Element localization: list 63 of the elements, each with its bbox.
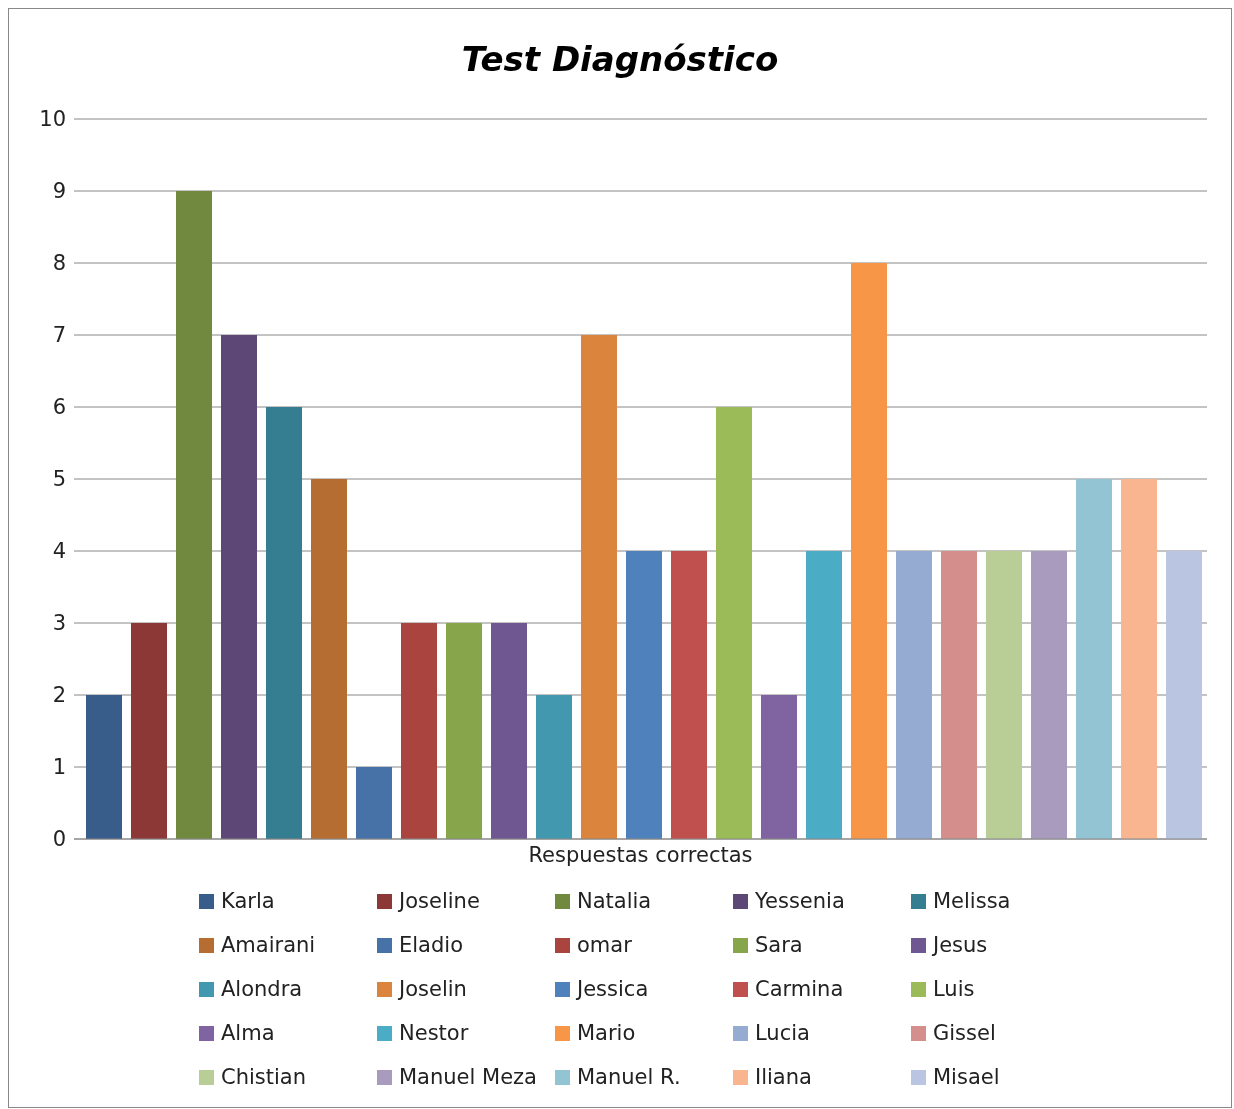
bar <box>491 623 527 839</box>
bar <box>1121 479 1157 839</box>
legend-label: Iliana <box>755 1065 812 1089</box>
bar <box>1166 551 1202 839</box>
y-tick-label: 10 <box>39 107 66 132</box>
bar <box>1076 479 1112 839</box>
bar <box>761 695 797 839</box>
legend-label: Carmina <box>755 977 844 1001</box>
legend-label: Eladio <box>399 933 463 957</box>
legend-label: Yessenia <box>755 889 845 913</box>
y-tick-label: 3 <box>52 611 66 636</box>
bar <box>626 551 662 839</box>
bar <box>176 191 212 839</box>
legend-label: Jessica <box>577 977 649 1001</box>
legend-label: Melissa <box>933 889 1011 913</box>
legend-label: Manuel Meza <box>399 1065 537 1089</box>
legend-label: Alondra <box>221 977 303 1001</box>
bar <box>536 695 572 839</box>
bar <box>266 407 302 839</box>
y-tick-label: 7 <box>52 323 66 348</box>
bar <box>941 551 977 839</box>
y-tick-label: 2 <box>52 683 66 708</box>
y-tick-label: 8 <box>52 251 66 276</box>
bar <box>221 335 257 839</box>
bar <box>851 263 887 839</box>
legend-label: Karla <box>221 889 275 913</box>
legend-label: omar <box>577 933 632 957</box>
bar <box>401 623 437 839</box>
legend-label: Chistian <box>221 1065 306 1089</box>
legend-label: Nestor <box>399 1021 469 1045</box>
legend-label: Misael <box>933 1065 1000 1089</box>
chart-title: Test Diagnóstico <box>460 39 780 81</box>
y-tick-label: 9 <box>52 179 66 204</box>
bar <box>581 335 617 839</box>
legend-label: Amairani <box>221 933 316 957</box>
bar <box>131 623 167 839</box>
bar <box>716 407 752 839</box>
y-tick-label: 6 <box>52 395 66 420</box>
legend-label: Gissel <box>933 1021 996 1045</box>
legend-label: Lucia <box>755 1021 810 1045</box>
bar <box>446 623 482 839</box>
legend-label: Joselin <box>399 977 467 1001</box>
bar <box>356 767 392 839</box>
bar <box>986 551 1022 839</box>
bar <box>86 695 122 839</box>
bar <box>1031 551 1067 839</box>
legend-label: Alma <box>221 1021 275 1045</box>
bar <box>671 551 707 839</box>
legend-label: Mario <box>577 1021 636 1045</box>
legend-label: Jesus <box>933 933 988 957</box>
y-tick-label: 0 <box>52 827 66 852</box>
legend-label: Joseline <box>399 889 480 913</box>
x-tick-label: Respuestas correctas <box>528 842 753 867</box>
y-tick-label: 1 <box>52 755 66 780</box>
y-tick-label: 4 <box>52 539 66 564</box>
y-tick-label: 5 <box>52 467 66 492</box>
bar <box>806 551 842 839</box>
bar <box>311 479 347 839</box>
bar <box>896 551 932 839</box>
legend-label: Sara <box>755 933 803 957</box>
legend-label: Natalia <box>577 889 652 913</box>
legend-label: Manuel R. <box>577 1065 681 1089</box>
legend-label: Luis <box>933 977 975 1001</box>
